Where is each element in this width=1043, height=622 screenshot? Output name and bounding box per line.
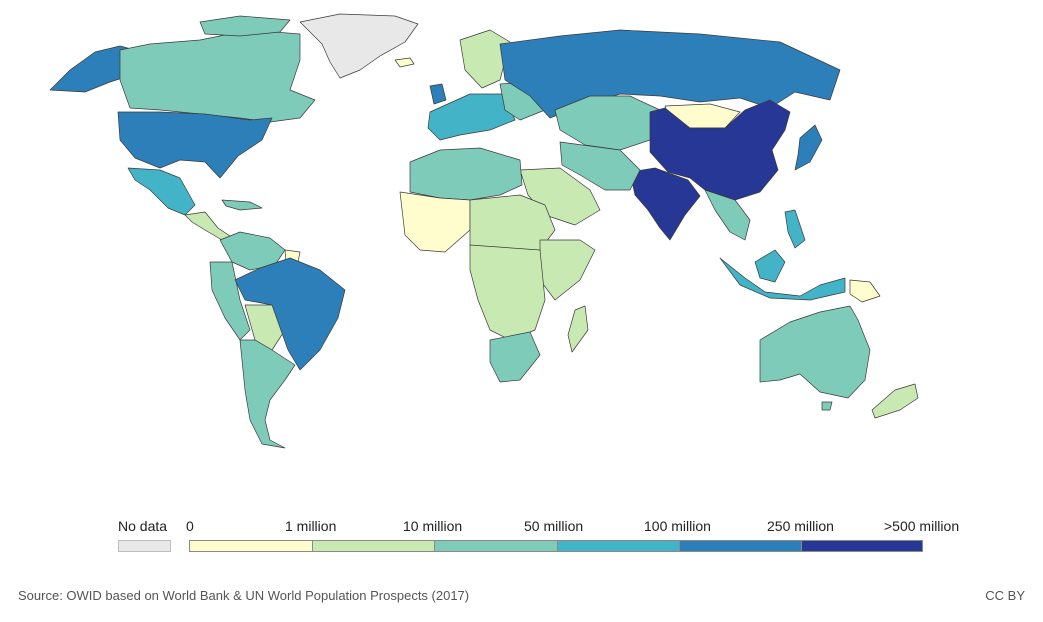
region-southeast-asia[interactable] [704,189,751,241]
region-western-europe[interactable] [427,93,516,141]
legend-bin-4 [679,540,801,552]
region-iceland[interactable] [394,57,415,68]
region-philippines[interactable] [784,209,806,249]
region-new-zealand[interactable] [871,383,919,419]
region-india[interactable] [629,167,701,241]
legend-tick-label: 0 [186,518,194,534]
region-scandinavia[interactable] [459,29,511,89]
legend-tick-label: 250 million [767,518,834,534]
region-indonesia[interactable] [719,257,846,301]
region-uk[interactable] [429,83,447,105]
legend-tick-label: >500 million [884,518,960,534]
region-central-asia[interactable] [554,95,661,151]
region-south-africa[interactable] [489,331,541,383]
legend-tick-label: 10 million [403,518,463,534]
legend-bin-3 [557,540,679,552]
region-arabia[interactable] [519,167,601,226]
region-tasmania[interactable] [821,401,833,411]
region-china[interactable] [649,99,791,201]
region-png[interactable] [849,279,881,303]
region-central-america[interactable] [184,211,231,241]
region-north-africa[interactable] [409,147,523,201]
region-caribbean[interactable] [221,199,263,211]
region-peru[interactable] [209,261,251,341]
license-link[interactable]: CC BY [985,588,1025,603]
region-mexico[interactable] [127,167,196,216]
legend-no-data-label: No data [118,518,168,534]
legend-bin-5 [801,540,923,552]
legend-bin-0 [189,540,312,552]
region-east-africa[interactable] [539,239,596,301]
region-brazil[interactable] [234,257,346,371]
region-greenland[interactable] [299,13,419,79]
region-west-africa[interactable] [399,191,471,253]
region-middle-east[interactable] [559,141,641,191]
region-canada[interactable] [119,29,316,123]
legend-no-data-swatch [118,540,171,552]
legend-tick-label: 100 million [644,518,711,534]
legend-tick-label: 50 million [524,518,584,534]
source-note: Source: OWID based on World Bank & UN Wo… [18,588,470,603]
world-choropleth-map [49,13,919,449]
region-russia[interactable] [499,29,841,119]
region-usa[interactable] [117,111,273,179]
region-northern-south-america[interactable] [219,231,286,271]
region-madagascar[interactable] [567,305,589,353]
region-japan[interactable] [794,124,823,171]
legend-bin-1 [312,540,434,552]
region-australia[interactable] [759,305,871,399]
legend-tick-label: 1 million [285,518,337,534]
color-legend: No data 0 1 million 10 million 50 millio… [0,518,1043,558]
region-southern-cone[interactable] [239,339,296,449]
region-borneo[interactable] [754,249,786,283]
region-arctic-islands[interactable] [199,15,291,37]
region-central-africa[interactable] [469,244,546,341]
legend-bin-2 [434,540,557,552]
region-bolivia[interactable] [244,304,286,351]
